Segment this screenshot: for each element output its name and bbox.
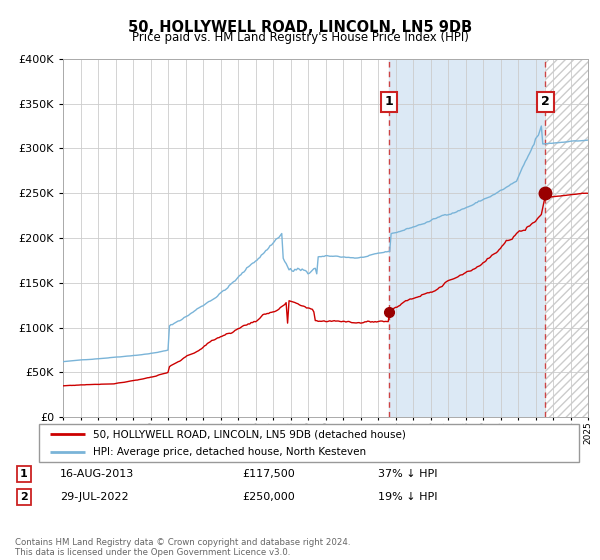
Text: 1: 1 — [385, 95, 393, 108]
Text: 37% ↓ HPI: 37% ↓ HPI — [377, 469, 437, 479]
Text: Contains HM Land Registry data © Crown copyright and database right 2024.
This d: Contains HM Land Registry data © Crown c… — [15, 538, 350, 557]
Bar — [545, 59, 588, 417]
Text: 16-AUG-2013: 16-AUG-2013 — [60, 469, 134, 479]
Text: 1: 1 — [20, 469, 28, 479]
Text: HPI: Average price, detached house, North Kesteven: HPI: Average price, detached house, Nort… — [93, 447, 366, 458]
Text: £117,500: £117,500 — [242, 469, 295, 479]
Bar — [389, 59, 545, 417]
Text: 29-JUL-2022: 29-JUL-2022 — [60, 492, 129, 502]
FancyBboxPatch shape — [39, 424, 579, 462]
Text: Price paid vs. HM Land Registry's House Price Index (HPI): Price paid vs. HM Land Registry's House … — [131, 31, 469, 44]
Text: 2: 2 — [20, 492, 28, 502]
Text: 50, HOLLYWELL ROAD, LINCOLN, LN5 9DB (detached house): 50, HOLLYWELL ROAD, LINCOLN, LN5 9DB (de… — [93, 429, 406, 439]
Bar — [545, 59, 588, 417]
Text: 50, HOLLYWELL ROAD, LINCOLN, LN5 9DB: 50, HOLLYWELL ROAD, LINCOLN, LN5 9DB — [128, 20, 472, 35]
Text: 19% ↓ HPI: 19% ↓ HPI — [377, 492, 437, 502]
Text: £250,000: £250,000 — [242, 492, 295, 502]
Text: 2: 2 — [541, 95, 550, 108]
